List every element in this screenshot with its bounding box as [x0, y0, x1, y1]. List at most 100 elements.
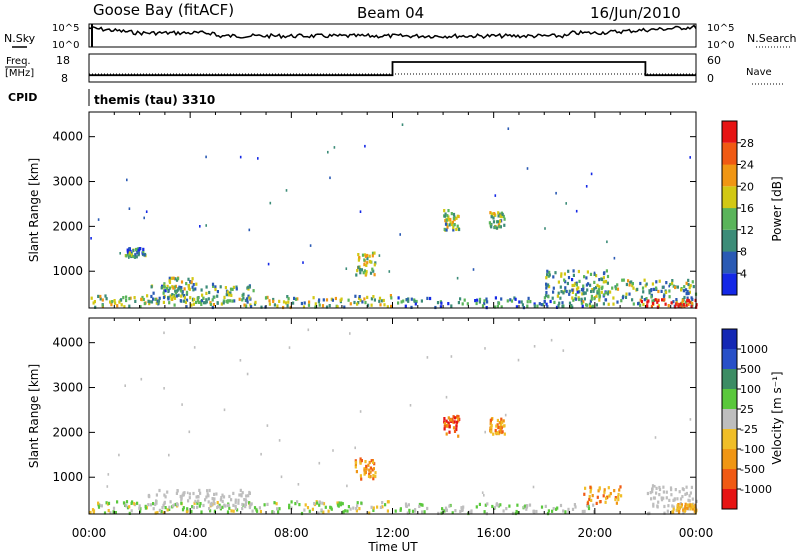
range-cell — [448, 504, 451, 508]
range-cell — [535, 509, 538, 514]
range-cell — [168, 507, 171, 511]
range-cell — [216, 501, 219, 505]
range-cell — [353, 300, 356, 305]
range-cell — [327, 150, 329, 154]
range-cell — [505, 507, 508, 511]
range-cell — [247, 294, 250, 298]
range-cell — [499, 214, 502, 218]
range-cell — [450, 355, 453, 358]
range-cell — [445, 228, 448, 232]
range-cell — [406, 511, 409, 515]
range-cell — [616, 300, 619, 304]
range-cell — [559, 503, 563, 508]
range-cell — [663, 298, 666, 302]
range-cell — [498, 430, 501, 434]
range-cell — [593, 271, 596, 275]
range-cell — [588, 302, 592, 306]
range-cell — [183, 296, 186, 300]
range-cell — [219, 505, 222, 509]
y-tick-label: 4000 — [52, 336, 83, 350]
range-cell — [649, 491, 652, 495]
range-cell — [344, 509, 347, 513]
range-cell — [376, 505, 379, 509]
range-cell — [174, 289, 177, 293]
range-cell — [105, 501, 108, 505]
range-cell — [454, 509, 457, 513]
range-cell — [691, 301, 694, 305]
range-cell — [466, 302, 469, 306]
range-cell — [371, 468, 374, 472]
range-cell — [349, 507, 352, 511]
range-cell — [607, 486, 610, 490]
range-cell — [180, 286, 183, 290]
range-cell — [99, 294, 102, 299]
range-cell — [667, 304, 670, 308]
range-cell — [132, 249, 135, 253]
range-cell — [475, 505, 478, 509]
range-cell — [252, 289, 255, 293]
range-cell — [288, 506, 291, 510]
range-cell — [298, 503, 301, 507]
range-cell — [593, 287, 596, 291]
range-cell — [642, 302, 645, 307]
range-cell — [544, 504, 547, 508]
range-cell — [99, 297, 102, 301]
range-cell — [514, 297, 517, 301]
range-cell — [181, 508, 185, 512]
range-cell — [658, 485, 661, 490]
range-cell — [447, 302, 450, 306]
range-cell — [489, 422, 492, 426]
range-cell — [587, 506, 591, 511]
range-cell — [379, 303, 382, 307]
range-cell — [155, 493, 158, 497]
range-cell — [211, 282, 215, 286]
range-cell — [174, 277, 177, 281]
range-cell — [500, 305, 503, 309]
range-cell — [507, 127, 510, 130]
range-cell — [543, 300, 546, 304]
range-cell — [221, 493, 224, 497]
range-cell — [586, 303, 589, 307]
range-cell — [213, 497, 216, 501]
range-cell — [147, 503, 150, 507]
range-cell — [313, 502, 316, 506]
range-cell — [598, 285, 601, 289]
range-cell — [682, 508, 685, 512]
range-cell — [533, 302, 536, 306]
range-cell — [601, 277, 604, 282]
range-cell — [208, 507, 211, 511]
velocity-colorbar-swatch — [722, 329, 737, 349]
range-cell — [580, 301, 583, 305]
range-cell — [232, 503, 235, 507]
range-cell — [674, 305, 677, 309]
range-cell — [632, 302, 635, 306]
range-cell — [272, 299, 275, 303]
range-cell — [674, 285, 677, 290]
velocity-colorbar-frame — [721, 328, 738, 510]
range-cell — [365, 467, 368, 471]
range-cell — [320, 508, 323, 512]
range-cell — [595, 274, 598, 278]
range-cell — [101, 303, 104, 307]
range-cell — [689, 418, 692, 421]
range-cell — [462, 505, 465, 509]
range-cell — [253, 302, 257, 306]
y-tick-label: 1000 — [52, 264, 83, 278]
range-cell — [172, 286, 175, 290]
nave-label: Nave — [746, 67, 772, 78]
range-cell — [497, 503, 500, 507]
range-cell — [615, 501, 618, 505]
range-cell — [150, 285, 153, 289]
range-cell — [436, 301, 440, 305]
velocity-colorbar-tick-label: 1000 — [740, 343, 768, 356]
range-cell — [208, 290, 211, 295]
range-cell — [456, 276, 459, 280]
range-cell — [194, 499, 197, 503]
range-cell — [120, 298, 123, 302]
range-cell — [355, 507, 358, 511]
range-cell — [593, 510, 596, 514]
range-cell — [499, 219, 502, 223]
range-cell — [181, 290, 184, 294]
range-cell — [135, 255, 138, 259]
range-cell — [104, 294, 107, 298]
